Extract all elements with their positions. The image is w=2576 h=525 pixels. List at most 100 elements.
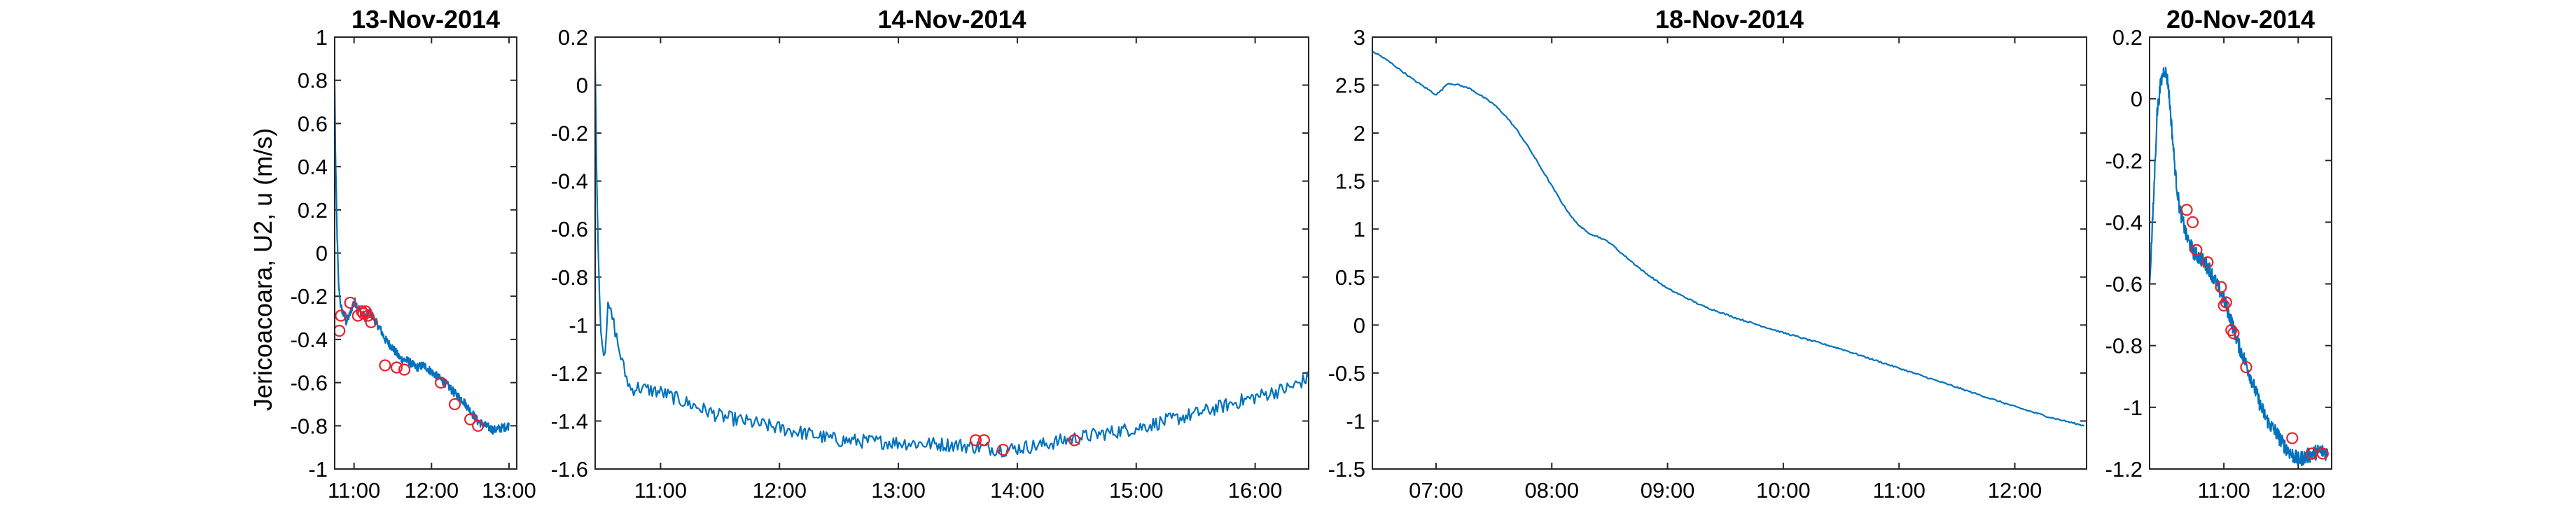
subplot-title: 18-Nov-2014	[1655, 5, 1804, 34]
data-marker	[335, 324, 346, 337]
y-tick-label: -0.5	[1328, 361, 1365, 386]
y-tick-label: 1	[316, 25, 328, 50]
series-line	[2150, 66, 2329, 467]
axes-box	[2149, 36, 2332, 470]
plot-area	[1372, 50, 2085, 427]
y-tick-label: 0	[316, 241, 328, 266]
y-tick-label: 2.5	[1335, 74, 1365, 98]
y-tick-label: 0.2	[558, 25, 588, 50]
y-tick-label: -1.2	[551, 361, 588, 386]
y-tick-label: -1	[1346, 409, 1365, 433]
x-tick-label: 13:00	[482, 478, 536, 503]
y-tick-label: 0.4	[298, 155, 328, 179]
data-marker	[434, 376, 447, 389]
data-marker	[2201, 256, 2214, 269]
x-tick-label: 08:00	[1524, 478, 1579, 503]
data-marker	[2286, 432, 2299, 444]
x-tick-label: 12:00	[2271, 478, 2325, 503]
x-tick-label: 13:00	[871, 478, 926, 503]
subplot-4: 20-Nov-2014 -1.2 -1 -0.8 -0.6 -0.4 -0.2 0 0.2 11:…	[2105, 5, 2332, 503]
y-tick-label: -0.4	[291, 328, 328, 352]
data-marker	[356, 305, 368, 318]
subplots: 13-Nov-2014 -1 -0.8 -0.6 -0.4 -0.2 0 0.2 0.4 0.6 0…	[291, 5, 2332, 503]
y-tick-label: -0.6	[291, 371, 328, 396]
y-tick-label: 0	[2131, 87, 2143, 111]
y-tick-label: -1.5	[1328, 457, 1365, 482]
data-marker	[969, 434, 982, 447]
data-marker	[361, 309, 375, 322]
y-tick-label: 2	[1353, 121, 1365, 146]
y-tick-label: 0.5	[1335, 265, 1365, 290]
y-tick-label: 0	[576, 74, 588, 98]
x-tick-label: 11:00	[328, 478, 380, 503]
subplot-title: 14-Nov-2014	[877, 5, 1026, 34]
data-marker	[335, 309, 347, 322]
y-tick-label: -0.2	[551, 121, 588, 146]
subplot-2: 14-Nov-2014 -1.6 -1.4 -1.2 -1 -0.8 -0.6 -0.4 -0.…	[551, 5, 1309, 503]
x-tick-label: 14:00	[990, 478, 1045, 503]
y-tick-label: 1.5	[1335, 169, 1365, 194]
y-tick-label: -1	[308, 457, 328, 482]
y-tick-label: -0.6	[2105, 272, 2143, 297]
subplot-title: 13-Nov-2014	[351, 5, 500, 34]
data-marker	[390, 361, 403, 374]
subplot-1: 13-Nov-2014 -1 -0.8 -0.6 -0.4 -0.2 0 0.2 0.4 0.6 0…	[291, 5, 536, 503]
plot-area	[595, 61, 1309, 458]
data-marker	[2215, 281, 2227, 293]
data-marker	[379, 359, 391, 372]
data-marker	[2227, 327, 2240, 340]
y-tick-label: 0	[1353, 313, 1365, 337]
x-tick-label: 16:00	[1228, 478, 1283, 503]
x-tick-label: 11:00	[1873, 478, 1926, 503]
y-tick-label: 0.2	[2112, 25, 2143, 50]
y-tick-label: -1	[2123, 396, 2143, 420]
y-tick-label: -0.8	[2105, 334, 2143, 358]
plot-area	[2150, 66, 2329, 467]
data-marker	[996, 443, 1010, 456]
data-marker	[2218, 299, 2230, 312]
x-tick-label: 11:00	[2197, 478, 2250, 503]
axes-box	[594, 36, 1309, 470]
x-tick-label: 11:00	[634, 478, 687, 503]
y-tick-label: -0.2	[2105, 148, 2143, 173]
y-tick-label: -0.6	[551, 217, 588, 241]
axes-box	[1372, 36, 2087, 470]
data-marker	[448, 398, 461, 411]
plot-area	[335, 84, 510, 435]
x-tick-label: 12:00	[1988, 478, 2042, 503]
axes-box	[334, 36, 517, 470]
y-tick-label: -0.8	[551, 265, 588, 290]
x-tick-label: 09:00	[1641, 478, 1695, 503]
y-tick-label: 1	[1353, 217, 1365, 241]
subplot-title: 20-Nov-2014	[2166, 5, 2315, 34]
series-line	[595, 61, 1309, 458]
data-marker	[398, 363, 411, 376]
y-tick-label: 0.2	[298, 198, 328, 223]
x-tick-label: 10:00	[1756, 478, 1811, 503]
data-marker	[472, 419, 485, 432]
x-tick-label: 12:00	[405, 478, 459, 503]
y-tick-label: -1.6	[551, 457, 588, 482]
data-marker	[464, 413, 477, 426]
y-tick-label: -1.4	[551, 409, 588, 433]
data-marker	[2225, 324, 2238, 337]
x-tick-label: 07:00	[1409, 478, 1463, 503]
data-marker	[2180, 204, 2193, 216]
data-marker	[2190, 244, 2203, 256]
data-marker	[2316, 447, 2329, 460]
subplot-3: 18-Nov-2014 -1.5 -1 -0.5 0 0.5 1 1.5 2 2.5 3 07:00 0…	[1328, 5, 2087, 503]
data-marker	[365, 316, 377, 328]
y-tick-label: 0.8	[298, 69, 328, 93]
y-tick-label: -0.4	[551, 169, 588, 194]
series-line	[335, 84, 510, 435]
series-line	[1372, 50, 2085, 427]
y-tick-label: -0.4	[2105, 210, 2143, 234]
y-tick-label: 0.6	[298, 111, 328, 136]
data-marker	[344, 296, 356, 309]
data-marker	[2220, 296, 2232, 309]
y-axis-label: Jericoacoara, U2, u (m/s)	[249, 128, 277, 411]
x-tick-label: 15:00	[1109, 478, 1164, 503]
y-tick-label: -1.2	[2105, 457, 2143, 482]
y-tick-label: -0.8	[291, 414, 328, 438]
data-marker	[2186, 216, 2199, 229]
